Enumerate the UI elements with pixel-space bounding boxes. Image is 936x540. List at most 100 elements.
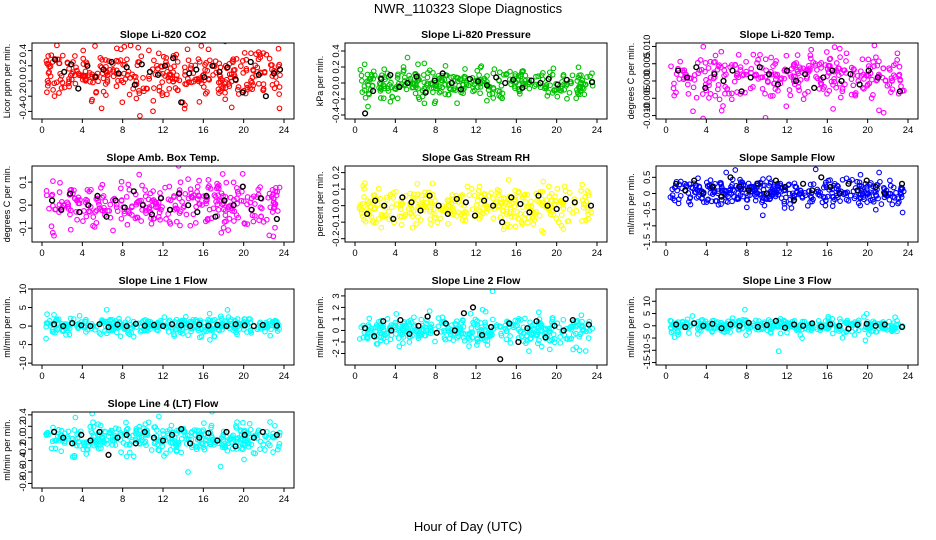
data-point — [404, 54, 411, 61]
data-point — [471, 321, 477, 328]
data-point — [388, 204, 395, 211]
data-point — [380, 326, 387, 333]
data-point — [734, 70, 741, 77]
reference-point — [387, 71, 394, 79]
data-point — [529, 322, 536, 328]
data-point — [733, 73, 740, 79]
data-point — [718, 181, 724, 188]
data-point — [212, 193, 219, 200]
data-point — [783, 52, 790, 59]
data-point — [707, 91, 714, 97]
reference-point — [872, 183, 879, 191]
data-point — [525, 219, 531, 226]
data-point — [93, 438, 100, 445]
data-point — [531, 217, 538, 223]
data-point — [684, 316, 691, 323]
data-point — [724, 86, 730, 92]
data-point — [551, 202, 557, 208]
data-point — [260, 85, 267, 92]
data-point — [373, 322, 380, 328]
data-point — [427, 216, 434, 223]
data-point — [505, 177, 512, 183]
reference-point — [115, 70, 122, 77]
reference-point — [67, 190, 74, 197]
y-tick-label: 0.2 — [18, 420, 29, 433]
data-point — [562, 188, 569, 194]
data-point — [716, 96, 723, 103]
reference-point — [123, 64, 130, 71]
data-point — [64, 199, 71, 206]
data-point — [456, 325, 463, 332]
data-point — [150, 108, 156, 115]
data-point — [95, 421, 102, 427]
data-point — [788, 74, 795, 80]
data-point — [275, 45, 282, 52]
data-point — [375, 185, 382, 192]
data-point — [461, 337, 468, 344]
data-point — [587, 73, 593, 80]
reference-point — [526, 209, 533, 216]
y-tick-label: 5 — [18, 305, 29, 310]
reference-point — [169, 431, 176, 439]
data-point — [118, 46, 124, 53]
data-point — [382, 212, 389, 219]
data-point — [148, 447, 155, 453]
data-point — [848, 76, 855, 82]
data-point — [125, 330, 131, 336]
data-point — [533, 332, 540, 339]
data-point — [689, 313, 696, 319]
data-point — [93, 89, 99, 96]
data-point — [241, 50, 248, 56]
data-point — [100, 193, 107, 199]
data-point — [409, 224, 416, 231]
data-point — [185, 332, 191, 339]
data-point — [418, 316, 425, 323]
data-point — [855, 327, 862, 334]
data-point — [268, 326, 274, 333]
data-point — [538, 72, 545, 79]
data-point — [209, 434, 215, 441]
x-tick-label: 16 — [511, 125, 522, 136]
data-point — [682, 71, 689, 78]
reference-point — [809, 187, 816, 194]
data-point — [96, 205, 103, 211]
reference-point — [774, 81, 782, 88]
reference-point — [276, 66, 284, 73]
data-point — [503, 211, 510, 217]
data-point — [381, 83, 388, 90]
data-point — [712, 92, 719, 99]
x-tick-label: 16 — [511, 248, 522, 259]
data-point — [387, 336, 394, 343]
data-point — [716, 62, 723, 68]
data-point — [842, 81, 848, 88]
y-tick-label: -0.4 — [18, 452, 29, 468]
data-point — [188, 62, 195, 69]
data-point — [772, 86, 779, 92]
data-point — [545, 183, 552, 190]
data-point — [459, 192, 466, 198]
data-point — [520, 81, 527, 88]
data-point — [140, 75, 146, 81]
data-point — [368, 214, 375, 220]
y-tick-label: -0.2 — [331, 231, 342, 247]
reference-point — [881, 190, 888, 197]
data-point — [205, 316, 212, 323]
data-point — [774, 71, 781, 78]
data-point — [528, 198, 534, 205]
data-point — [214, 180, 220, 187]
data-point — [196, 58, 203, 65]
data-point — [103, 92, 109, 98]
y-tick-label: 0.2 — [331, 166, 342, 179]
data-point — [364, 71, 371, 78]
data-point — [477, 90, 483, 97]
panel-title: Slope Line 2 Flow — [432, 275, 522, 287]
data-point — [240, 70, 247, 76]
data-point — [361, 83, 368, 89]
data-point — [507, 206, 514, 213]
data-point — [862, 180, 869, 187]
data-point — [435, 323, 442, 330]
y-tick-label: 0.2 — [18, 59, 29, 72]
data-point — [165, 74, 172, 81]
data-point — [432, 338, 438, 345]
